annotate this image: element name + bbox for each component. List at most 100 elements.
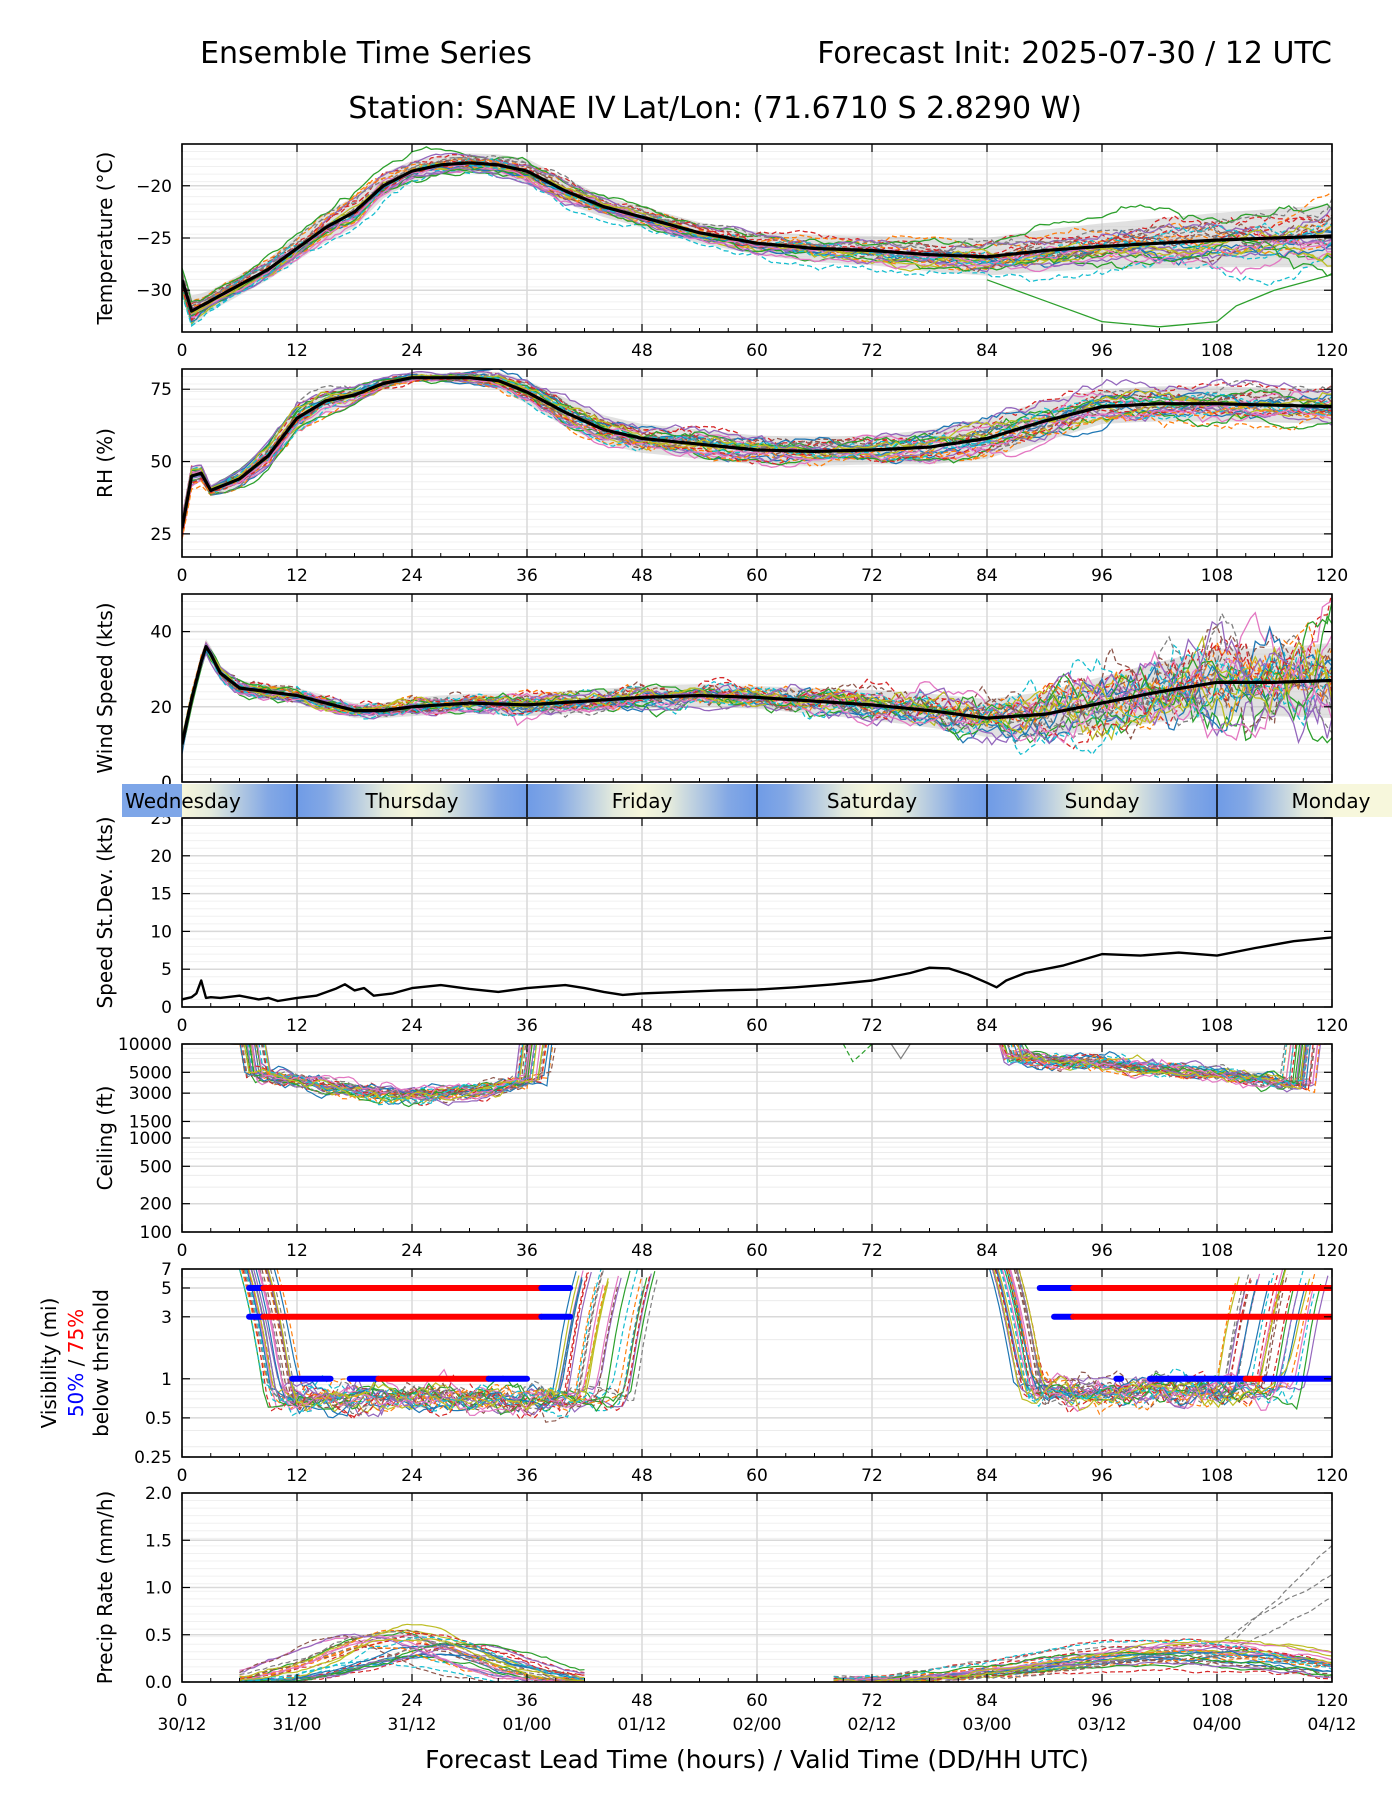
- visibility-member-line: [246, 1269, 583, 1419]
- speed_stdev-x-tick-label: 36: [516, 1016, 538, 1036]
- wind_speed-y-tick-label: 20: [150, 698, 172, 718]
- wind_speed-frame: [181, 593, 1333, 783]
- valid-time-label: 04/00: [1193, 1715, 1242, 1735]
- ceiling-ticks: 0 12 24 36 48 60 72 84 96 108 120 100 200 500 10001500…: [118, 1035, 1348, 1261]
- ceiling-y-tick-label: 1500: [129, 1112, 172, 1132]
- visibility-y-tick-label: 0.5: [145, 1409, 172, 1429]
- ceiling-y-tick-label: 1000: [129, 1129, 172, 1149]
- visibility-y-label: Visibility (mi): [37, 1298, 61, 1429]
- rh-member-line: [182, 370, 1332, 519]
- ceiling-member-line: [237, 1044, 545, 1107]
- rh-member-line: [182, 376, 1332, 523]
- speed_stdev-x-tick-label: 72: [861, 1016, 883, 1036]
- day-label: Monday: [1292, 789, 1371, 813]
- temperature-member-line: [182, 152, 1332, 311]
- speed_stdev-x-tick-label: 24: [401, 1016, 423, 1036]
- precip-member-line: [833, 1638, 1332, 1680]
- visibility-member-line: [1007, 1269, 1316, 1416]
- latlon-label: Lat/Lon: (71.6710 S 2.8290 W): [622, 91, 1082, 126]
- ceiling-member-line: [1001, 1044, 1318, 1088]
- temperature-x-tick-label: 60: [746, 341, 768, 361]
- day-label: Saturday: [827, 789, 917, 813]
- rh-ticks: 0 12 24 36 48 60 72 84 96 108 120 25 50 75: [150, 369, 1348, 586]
- visibility-member-line: [239, 1269, 638, 1417]
- visibility-member-line: [276, 1269, 642, 1410]
- ceiling-x-tick-label: 36: [516, 1241, 538, 1261]
- day-band: Wednesday Thursday Friday Saturday Sunday Mon…: [122, 784, 1392, 817]
- valid-time-label: 30/12: [158, 1715, 207, 1735]
- speed_stdev-x-tick-label: 120: [1316, 1016, 1348, 1036]
- temperature-member-line: [182, 158, 1332, 303]
- valid-time-label: 01/12: [618, 1715, 667, 1735]
- ceiling-y-tick-label: 200: [140, 1195, 172, 1215]
- visibility-ticks: 0 12 24 36 48 60 72 84 96 108 120 0.25 0.5 1 3 57: [134, 1260, 1348, 1486]
- visibility-x-tick-label: 60: [746, 1466, 768, 1486]
- speed_stdev-frame: [181, 817, 1333, 1008]
- temperature-x-tick-label: 48: [631, 341, 653, 361]
- title-right: Forecast Init: 2025-07-30 / 12 UTC: [817, 36, 1332, 71]
- visibility-member-line: [1016, 1269, 1301, 1410]
- valid-time-label: 02/00: [733, 1715, 782, 1735]
- temperature-member-line: [182, 162, 1332, 322]
- precip-member-line: [833, 1650, 1332, 1681]
- station-label: Station: SANAE IV: [348, 91, 616, 126]
- visibility-x-tick-label: 120: [1316, 1466, 1348, 1486]
- ceiling-x-tick-label: 72: [861, 1241, 883, 1261]
- visibility-member-line: [238, 1269, 648, 1411]
- visibility-x-tick-label: 108: [1201, 1466, 1233, 1486]
- visibility-member-line: [1003, 1269, 1317, 1404]
- speed_stdev-grid: [181, 817, 1333, 1008]
- wind_speed-grid: [181, 593, 1333, 783]
- temperature-x-tick-label: 108: [1201, 341, 1233, 361]
- panel-ceiling: 0 12 24 36 48 60 72 84 96 108 120 100 200 500 10001500…: [93, 1035, 1348, 1261]
- precip_rate-x-tick-label: 48: [631, 1691, 653, 1711]
- panel-precip_rate: 0 12 24 36 48 60 72 84 96 108 120 0.0 0.5 1.0 1.5 2.0 Pr…: [93, 1484, 1348, 1711]
- temperature-member-line: [182, 146, 1332, 303]
- visibility-member-line: [1005, 1269, 1252, 1415]
- precip_rate-x-tick-label: 96: [1091, 1691, 1113, 1711]
- wind-speed-member-line: [182, 648, 1332, 756]
- panel-temperature: 0 12 24 36 48 60 72 84 96 108 120 −30 −25 −20 Temperat…: [93, 143, 1348, 361]
- visibility-member-line: [1008, 1269, 1284, 1401]
- visibility-y-tick-label: 5: [161, 1279, 172, 1299]
- precip_rate-x-tick-label: 12: [286, 1691, 308, 1711]
- ceiling-y-label: Ceiling (ft): [93, 1086, 117, 1191]
- valid-time-label: 03/12: [1078, 1715, 1127, 1735]
- visibility-plot-area: [238, 1269, 1332, 1423]
- precip_rate-y-tick-label: 2.0: [145, 1484, 172, 1504]
- visibility-x-tick-label: 48: [631, 1466, 653, 1486]
- rh-member-line: [182, 375, 1332, 526]
- ceiling-member-line: [233, 1044, 550, 1105]
- temperature-member-line: [182, 167, 1332, 321]
- rh-x-tick-label: 60: [746, 566, 768, 586]
- panels: 0 12 24 36 48 60 72 84 96 108 120−30−25−20Temperat…: [37, 143, 1357, 1735]
- ceiling-x-tick-label: 48: [631, 1241, 653, 1261]
- speed_stdev-x-tick-label: 12: [286, 1016, 308, 1036]
- ceiling-y-tick-label: 3000: [129, 1084, 172, 1104]
- ceiling-x-tick-label: 12: [286, 1241, 308, 1261]
- precip_rate-x-tick-label: 24: [401, 1691, 423, 1711]
- ceiling-member-line: [890, 1044, 911, 1060]
- temperature-x-tick-label: 72: [861, 341, 883, 361]
- precip_rate-x-tick-label: 72: [861, 1691, 883, 1711]
- precip_rate-x-tick-label: 60: [746, 1691, 768, 1711]
- wind-speed-member-line: [182, 641, 1332, 748]
- ceiling-x-tick-label: 108: [1201, 1241, 1233, 1261]
- x-axis-label: Forecast Lead Time (hours) / Valid Time …: [425, 1745, 1089, 1774]
- ceiling-x-tick-label: 60: [746, 1241, 768, 1261]
- temperature-y-tick-label: −25: [136, 229, 172, 249]
- temperature-plot-area: [182, 146, 1332, 328]
- precip-member-line: [239, 1638, 585, 1681]
- rh-x-tick-label: 72: [861, 566, 883, 586]
- ceiling-x-tick-label: 96: [1091, 1241, 1113, 1261]
- panel-visibility: 0 12 24 36 48 60 72 84 96 108 120 0.25 0.5 1 3 57 Visibi…: [37, 1260, 1348, 1486]
- temperature-y-label: Temperature (°C): [93, 152, 117, 326]
- rh-member-line: [182, 375, 1332, 530]
- rh-x-tick-label: 108: [1201, 566, 1233, 586]
- visibility-member-line: [250, 1269, 602, 1418]
- precip_rate-x-tick-label: 0: [177, 1691, 188, 1711]
